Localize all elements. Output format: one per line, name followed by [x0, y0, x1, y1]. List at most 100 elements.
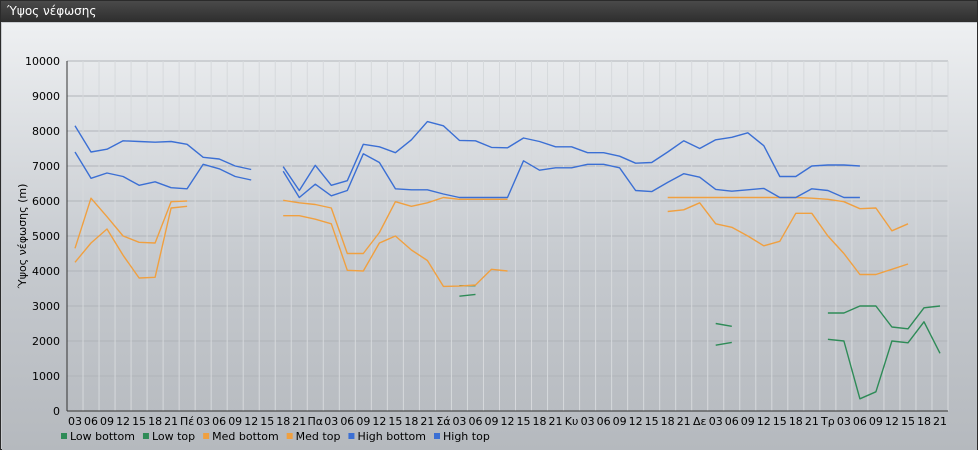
legend-swatch [348, 433, 355, 439]
x-tick-label: 09 [356, 415, 370, 428]
series-line-high-bottom [74, 151, 252, 190]
y-tick-label: 8000 [32, 125, 60, 138]
legend-label: High top [443, 430, 490, 443]
x-tick-label: 06 [212, 415, 226, 428]
x-tick-label: Σά [436, 415, 450, 428]
legend-swatch [434, 433, 440, 439]
x-tick-label: 06 [468, 415, 482, 428]
y-tick-label: 4000 [32, 265, 60, 278]
chart-panel: 0 1000 2000 3000 4000 5000 6000 7000 8000 9000 100… [2, 23, 977, 450]
series-line-low-top [827, 305, 941, 330]
legend-swatch [286, 433, 293, 439]
x-tick-label: 18 [917, 415, 931, 428]
x-tick-label: 03 [709, 415, 723, 428]
legend-label: Med top [296, 430, 341, 443]
x-tick-label: 06 [597, 415, 611, 428]
y-axis-ticks: 0 1000 2000 3000 4000 5000 6000 7000 8000 9000 100… [25, 55, 60, 418]
cloud-height-chart: 0 1000 2000 3000 4000 5000 6000 7000 8000 9000 100… [16, 55, 949, 443]
legend-label: Low top [152, 430, 195, 443]
x-tick-label: 21 [292, 415, 306, 428]
x-tick-label: 21 [933, 415, 947, 428]
series-line-low-bottom [827, 321, 941, 400]
x-tick-label: 09 [484, 415, 498, 428]
window-title: Ύψος νέφωσης [1, 1, 977, 22]
y-tick-label: 0 [53, 405, 60, 418]
series-line-high-bottom [282, 153, 860, 199]
x-tick-label: 21 [805, 415, 819, 428]
x-tick-label: 18 [533, 415, 547, 428]
x-tick-label: 18 [661, 415, 675, 428]
x-tick-label: 03 [452, 415, 466, 428]
x-tick-label: 18 [276, 415, 290, 428]
series-line-low-top [715, 322, 732, 327]
x-tick-label: 12 [116, 415, 130, 428]
x-tick-label: 21 [677, 415, 691, 428]
y-axis-label: Ύψος νέφωσης (m) [16, 184, 29, 290]
axes [66, 61, 948, 412]
x-tick-label: 21 [549, 415, 563, 428]
x-tick-label: 12 [372, 415, 386, 428]
x-tick-label: 09 [100, 415, 114, 428]
legend-label: High bottom [357, 430, 426, 443]
y-tick-label: 9000 [32, 90, 60, 103]
series-line-med-bottom [283, 214, 508, 288]
legend-item: High bottom [348, 430, 426, 443]
series-line-low-bottom [459, 293, 476, 297]
series-line-high-top [282, 120, 860, 192]
x-tick-label: 15 [132, 415, 146, 428]
x-tick-label: 12 [501, 415, 515, 428]
y-tick-label: 5000 [32, 230, 60, 243]
x-tick-label: 15 [388, 415, 402, 428]
x-tick-label: 03 [581, 415, 595, 428]
x-tick-label: 12 [629, 415, 643, 428]
legend-item: High top [434, 430, 490, 443]
x-tick-label: 15 [645, 415, 659, 428]
y-tick-label: 2000 [32, 335, 60, 348]
legend-item: Low bottom [61, 430, 135, 443]
legend-item: Low top [142, 430, 195, 443]
x-tick-label: 18 [404, 415, 418, 428]
legend: Low bottom Low top Med bottom Med top High b… [61, 430, 490, 443]
legend-item: Med bottom [203, 430, 279, 443]
x-tick-label: 12 [757, 415, 771, 428]
legend-label: Med bottom [212, 430, 279, 443]
x-tick-label: 15 [517, 415, 531, 428]
x-tick-label: 12 [885, 415, 899, 428]
x-tick-label: 09 [228, 415, 242, 428]
legend-swatch [142, 433, 149, 439]
y-tick-label: 6000 [32, 195, 60, 208]
legend-label: Low bottom [70, 430, 135, 443]
x-tick-label: Δε [693, 415, 707, 428]
legend-item: Med top [286, 430, 341, 443]
x-tick-label: 03 [68, 415, 82, 428]
series-lines [74, 120, 941, 400]
x-tick-label: 15 [260, 415, 274, 428]
x-tick-label: 09 [869, 415, 883, 428]
x-tick-label: 03 [196, 415, 210, 428]
series-line-med-top [283, 196, 508, 255]
x-tick-label: 09 [741, 415, 755, 428]
x-tick-label: 06 [340, 415, 354, 428]
x-tick-label: Κυ [565, 415, 579, 428]
x-tick-label: Πα [308, 415, 324, 428]
series-line-med-bottom [74, 205, 188, 279]
y-tick-label: 10000 [25, 55, 60, 68]
x-tick-label: Τρ [820, 415, 835, 428]
x-axis-ticks: 03 06 09 12 15 18 21 Πέ 03 06 09 12 15 18 21 Πα 03 06 09 12… [68, 415, 947, 428]
x-tick-label: 18 [148, 415, 162, 428]
x-tick-label: 06 [853, 415, 867, 428]
series-line-med-bottom [667, 202, 909, 276]
series-line-high-top [74, 125, 252, 171]
x-tick-label: 09 [613, 415, 627, 428]
x-tick-label: 12 [244, 415, 258, 428]
y-tick-label: 3000 [32, 300, 60, 313]
grid [66, 60, 949, 412]
y-tick-label: 7000 [32, 160, 60, 173]
x-tick-label: 03 [324, 415, 338, 428]
x-tick-label: 21 [420, 415, 434, 428]
y-tick-label: 1000 [32, 370, 60, 383]
x-tick-label: 18 [789, 415, 803, 428]
x-tick-label: 21 [164, 415, 178, 428]
x-tick-label: 15 [901, 415, 915, 428]
